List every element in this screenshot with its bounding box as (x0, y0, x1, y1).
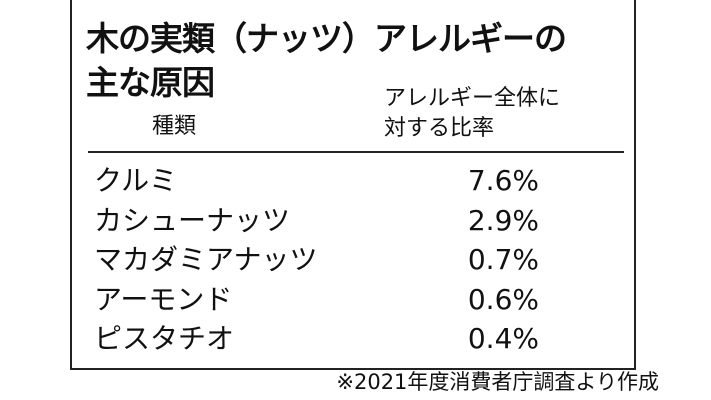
column-header: アレルギー全体に (384, 86, 561, 111)
row-value: 0.4% (467, 322, 539, 355)
row-name: マカダミアナッツ (94, 243, 318, 276)
title: 木の実類（ナッツ）アレルギーの (86, 19, 567, 58)
row-value: 7.6% (467, 164, 539, 197)
title: 主な原因 (86, 63, 215, 102)
row-value: 0.6% (467, 282, 539, 316)
header-rule (88, 151, 624, 153)
column-header: 種類 (152, 114, 197, 139)
row-name: ピスタチオ (94, 322, 235, 355)
row-name: アーモンド (94, 282, 233, 316)
footnote: ※2021年度消費者庁調査より作成 (336, 370, 659, 394)
row-value: 2.9% (467, 203, 539, 237)
row-name: カシューナッツ (94, 203, 291, 237)
frame (70, 0, 636, 370)
row-name: クルミ (94, 164, 178, 197)
column-header: 対する比率 (384, 116, 495, 141)
row-value: 0.7% (467, 243, 539, 276)
